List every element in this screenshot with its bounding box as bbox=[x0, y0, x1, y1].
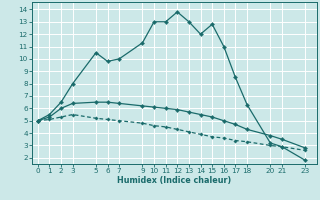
X-axis label: Humidex (Indice chaleur): Humidex (Indice chaleur) bbox=[117, 176, 232, 185]
